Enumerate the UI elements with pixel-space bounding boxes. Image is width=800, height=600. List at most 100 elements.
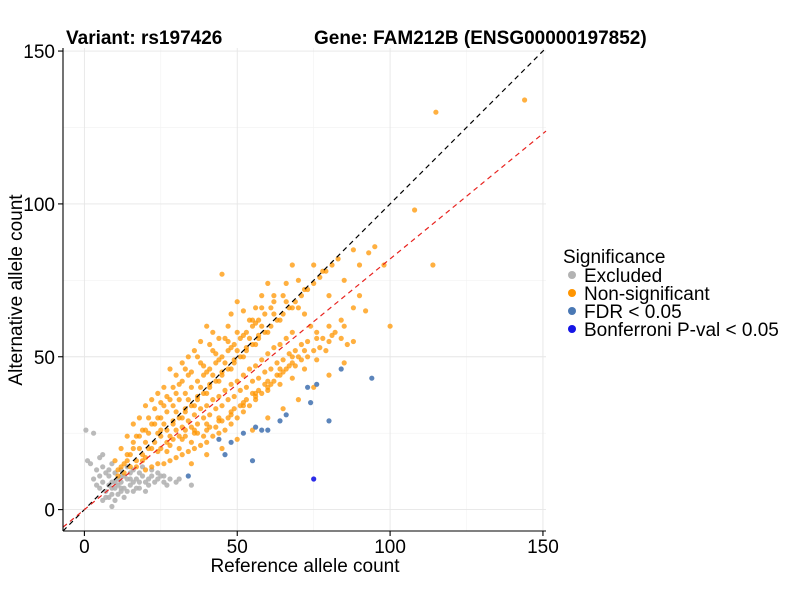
- data-point: [240, 308, 246, 314]
- data-point: [185, 448, 191, 455]
- data-point: [201, 433, 207, 439]
- data-point: [292, 348, 298, 354]
- data-point: [139, 458, 146, 464]
- data-point: [228, 381, 234, 387]
- data-point: [222, 387, 228, 393]
- data-point: [253, 363, 259, 369]
- data-points: [83, 97, 528, 510]
- data-point: [289, 375, 295, 381]
- data-point: [136, 445, 142, 452]
- data-point: [265, 280, 271, 286]
- data-point: [234, 329, 240, 335]
- data-point: [253, 305, 259, 311]
- data-point: [228, 345, 234, 351]
- data-point: [204, 452, 210, 458]
- data-point: [231, 393, 237, 400]
- data-point: [301, 311, 308, 317]
- data-point: [207, 341, 213, 348]
- data-point: [228, 311, 234, 317]
- data-point: [182, 366, 188, 372]
- data-point: [253, 341, 259, 348]
- data-point: [164, 393, 170, 400]
- data-point: [158, 427, 164, 433]
- data-point: [188, 482, 194, 488]
- reference-line-fit: [62, 130, 547, 528]
- data-point: [170, 384, 176, 390]
- data-point: [155, 461, 161, 467]
- data-point: [292, 363, 298, 369]
- data-point: [149, 397, 155, 403]
- data-point: [164, 482, 170, 488]
- data-point: [219, 271, 225, 277]
- data-point: [152, 406, 158, 412]
- data-point: [289, 305, 295, 311]
- data-point: [210, 433, 216, 439]
- data-point: [216, 378, 222, 384]
- data-point: [311, 476, 317, 482]
- data-point: [228, 366, 234, 372]
- data-point: [164, 409, 170, 415]
- data-point: [262, 369, 268, 375]
- data-point: [225, 338, 231, 345]
- data-point: [204, 403, 210, 409]
- data-point: [87, 461, 94, 467]
- data-point: [253, 424, 259, 430]
- legend-key: [568, 271, 576, 279]
- data-point: [222, 360, 228, 366]
- data-point: [182, 390, 188, 396]
- data-point: [179, 436, 185, 442]
- data-point: [142, 439, 149, 445]
- data-point: [204, 427, 210, 433]
- data-point: [274, 372, 280, 378]
- data-point: [164, 448, 170, 455]
- data-point: [173, 409, 179, 415]
- data-point: [201, 363, 207, 369]
- data-point: [210, 372, 216, 378]
- data-point: [341, 277, 347, 283]
- data-point: [289, 354, 295, 360]
- data-point: [326, 293, 332, 299]
- data-point: [173, 455, 179, 461]
- ticks: 0 50 100 150 0 50 100 150: [23, 42, 558, 558]
- data-point: [121, 485, 127, 491]
- data-point: [136, 433, 142, 439]
- x-tick-label: 50: [227, 537, 248, 558]
- legend-key: [568, 307, 576, 315]
- data-point: [350, 247, 356, 253]
- data-point: [243, 384, 249, 390]
- data-point: [314, 329, 320, 335]
- data-point: [210, 329, 216, 335]
- data-point: [136, 479, 142, 485]
- data-point: [83, 427, 89, 433]
- data-point: [204, 323, 210, 329]
- data-point: [295, 305, 301, 311]
- data-point: [387, 323, 393, 329]
- data-point: [522, 97, 528, 103]
- data-point: [213, 406, 219, 412]
- data-point: [283, 335, 289, 341]
- data-point: [283, 299, 289, 305]
- x-tick-label: 0: [79, 537, 90, 558]
- reference-lines: [62, 47, 547, 532]
- data-point: [356, 262, 363, 268]
- data-point: [256, 387, 262, 393]
- data-point: [265, 427, 271, 433]
- y-axis-title: Alternative allele count: [6, 194, 27, 386]
- data-point: [207, 412, 213, 418]
- legend: Significance ExcludedNon-significantFDR …: [563, 247, 779, 341]
- data-point: [216, 436, 222, 442]
- data-point: [246, 403, 253, 409]
- title-variant: Variant: rs197426: [66, 28, 222, 49]
- data-point: [188, 369, 194, 375]
- data-point: [188, 461, 194, 467]
- data-point: [176, 476, 182, 482]
- data-point: [237, 387, 243, 393]
- data-point: [216, 418, 222, 424]
- data-point: [283, 280, 289, 286]
- data-point: [280, 357, 286, 363]
- data-point: [356, 293, 363, 299]
- data-point: [344, 341, 350, 348]
- data-point: [240, 372, 246, 378]
- data-point: [314, 357, 320, 363]
